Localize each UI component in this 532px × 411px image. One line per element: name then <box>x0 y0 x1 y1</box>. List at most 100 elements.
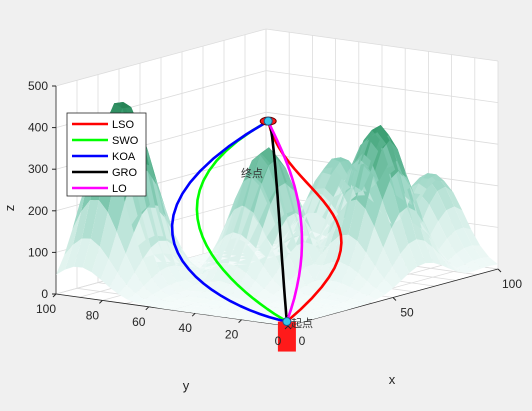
surface-facet <box>340 234 358 267</box>
surface-facet <box>356 163 374 209</box>
surface-facet <box>305 193 323 215</box>
surface-facet <box>250 185 268 224</box>
surface-facet <box>359 296 377 303</box>
surface-facet <box>424 240 442 266</box>
surface-facet <box>170 299 188 305</box>
surface-facet <box>325 293 342 301</box>
y-tick-mark <box>191 312 196 317</box>
surface-facet <box>211 263 229 282</box>
surface-facet <box>359 281 376 296</box>
y-tick-mark <box>145 306 150 311</box>
side-grid-z <box>265 28 499 62</box>
surface-facet <box>333 295 351 303</box>
surface-facet <box>367 266 385 289</box>
surface-facet <box>197 307 215 312</box>
z-tick-label: 200 <box>28 204 48 218</box>
path-lines <box>170 119 343 323</box>
surface-facet <box>215 310 233 314</box>
surface-facet <box>193 254 211 258</box>
surface-facet <box>327 309 345 313</box>
surface-facet <box>189 310 207 314</box>
surface-facet <box>152 289 170 300</box>
surface-facet <box>317 206 335 241</box>
surface-facet <box>228 237 246 267</box>
surface-facet <box>159 266 177 286</box>
surface-facet <box>261 320 279 324</box>
surface-facet <box>348 199 366 241</box>
surface-facet <box>416 239 434 264</box>
surface-facet <box>91 246 109 280</box>
surface-facet <box>342 287 359 299</box>
surface-facet <box>280 254 298 281</box>
surface-facet <box>447 230 464 254</box>
surface-facet <box>455 227 473 249</box>
surface-facet <box>324 167 342 198</box>
start-label: 起点 <box>291 317 313 330</box>
surface-facet <box>178 296 196 302</box>
surface-facet <box>246 253 264 282</box>
surface-facet <box>310 234 328 248</box>
surface-facet <box>116 201 134 254</box>
surface-facet <box>81 200 99 239</box>
surface-facet <box>399 206 417 244</box>
surface-facet <box>383 228 401 267</box>
surface-facet <box>350 273 368 292</box>
surface-facet <box>351 300 369 306</box>
z-tick-label: 300 <box>28 162 48 176</box>
surface-facet <box>117 253 135 285</box>
surface-facet <box>203 281 221 293</box>
surface-facet <box>176 280 194 291</box>
surface-facet <box>243 154 260 182</box>
x-tick-label: 100 <box>502 277 522 291</box>
y-axis-label: y <box>183 378 190 393</box>
surface-facet <box>333 283 351 296</box>
surface-facet <box>205 300 223 306</box>
surface-facet <box>220 263 238 284</box>
surface-facet <box>388 135 406 173</box>
surface-facet <box>109 272 127 295</box>
surface-facet <box>144 294 162 303</box>
surface-facet <box>334 302 352 307</box>
surface-facet <box>454 206 472 230</box>
surface-facet <box>464 260 482 272</box>
surface-facet <box>400 244 418 273</box>
surface-facet <box>90 200 108 247</box>
surface-facet <box>206 309 224 313</box>
legend: LSO SWO KOA GRO LO <box>66 112 147 197</box>
y-tick-mark <box>99 300 103 304</box>
path-line-lo <box>267 120 304 322</box>
surface-facet <box>243 317 261 322</box>
surface-facet <box>233 313 251 317</box>
surface-facet <box>472 258 490 269</box>
surface-facet <box>195 291 213 299</box>
surface-facet <box>107 173 125 232</box>
surface-facet <box>293 311 311 315</box>
surface-facet <box>265 295 283 303</box>
surface-facet <box>73 238 91 268</box>
surface-facet <box>343 304 361 309</box>
legend-label-lso: LSO <box>112 119 134 131</box>
y-tick-label: 80 <box>86 308 100 322</box>
surface-facet <box>306 279 324 291</box>
surface-facet <box>73 200 90 245</box>
surface-facet <box>275 308 293 313</box>
surface-facet <box>382 179 400 229</box>
y-tick-mark <box>284 325 289 330</box>
surface-facet <box>118 284 136 300</box>
surface-facet <box>172 307 189 312</box>
surface-facet <box>392 254 410 281</box>
surface-facet <box>238 273 256 293</box>
surface-facet <box>167 265 185 283</box>
surface-facet <box>179 301 197 306</box>
legend-label-gro: GRO <box>112 167 138 179</box>
surface-facet <box>126 272 144 294</box>
surface-facet <box>318 308 336 312</box>
surface-facet <box>448 263 466 274</box>
z-tick-label: 400 <box>28 121 48 135</box>
surface-facet <box>56 244 73 275</box>
surface-facet <box>305 264 323 281</box>
surface-facet <box>125 232 143 273</box>
surface-facet <box>384 266 402 289</box>
x-tick-mark <box>497 268 502 273</box>
surface-facet <box>143 278 161 295</box>
